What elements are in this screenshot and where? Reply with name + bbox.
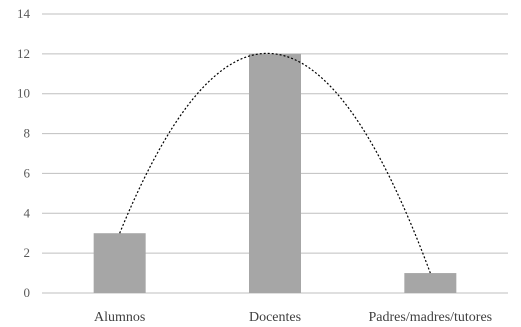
bar-alumnos — [93, 233, 146, 293]
y-tick-label: 4 — [24, 205, 31, 220]
x-axis-labels: Alumnos Docentes Padres/madres/tutores — [94, 310, 492, 325]
y-tick-label: 12 — [17, 46, 30, 61]
y-tick-label: 6 — [24, 165, 31, 180]
x-category-label: Alumnos — [94, 310, 145, 325]
y-tick-label: 2 — [24, 245, 31, 260]
bar-padres-madres-tutores — [404, 273, 457, 293]
trendline — [119, 52, 431, 274]
y-tick-label: 0 — [24, 285, 31, 300]
y-axis-ticks: 0 2 4 6 8 10 12 14 — [17, 6, 31, 300]
y-tick-label: 8 — [24, 126, 31, 141]
y-tick-label: 10 — [17, 86, 30, 101]
bar-docentes — [249, 53, 301, 293]
y-tick-label: 14 — [17, 6, 31, 21]
x-category-label: Padres/madres/tutores — [369, 310, 493, 325]
x-category-label: Docentes — [249, 310, 301, 325]
bars — [93, 53, 457, 293]
